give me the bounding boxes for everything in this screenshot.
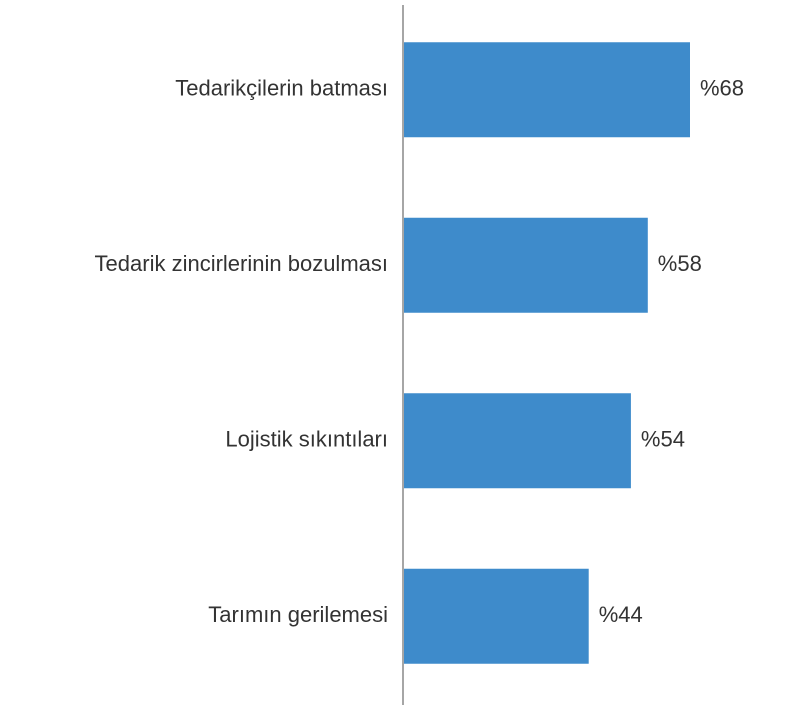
category-label: Tedarikçilerin batması <box>175 76 388 101</box>
category-label: Tedarik zincirlerinin bozulması <box>95 251 388 276</box>
bar <box>404 217 648 313</box>
bar <box>404 42 690 138</box>
value-label: %44 <box>599 602 643 627</box>
value-label: %68 <box>700 76 744 101</box>
bar <box>404 393 631 489</box>
value-label: %54 <box>641 427 685 452</box>
category-label: Tarımın gerilemesi <box>208 602 388 627</box>
category-label: Lojistik sıkıntıları <box>225 427 388 452</box>
value-label: %58 <box>658 251 702 276</box>
bar <box>404 568 589 664</box>
